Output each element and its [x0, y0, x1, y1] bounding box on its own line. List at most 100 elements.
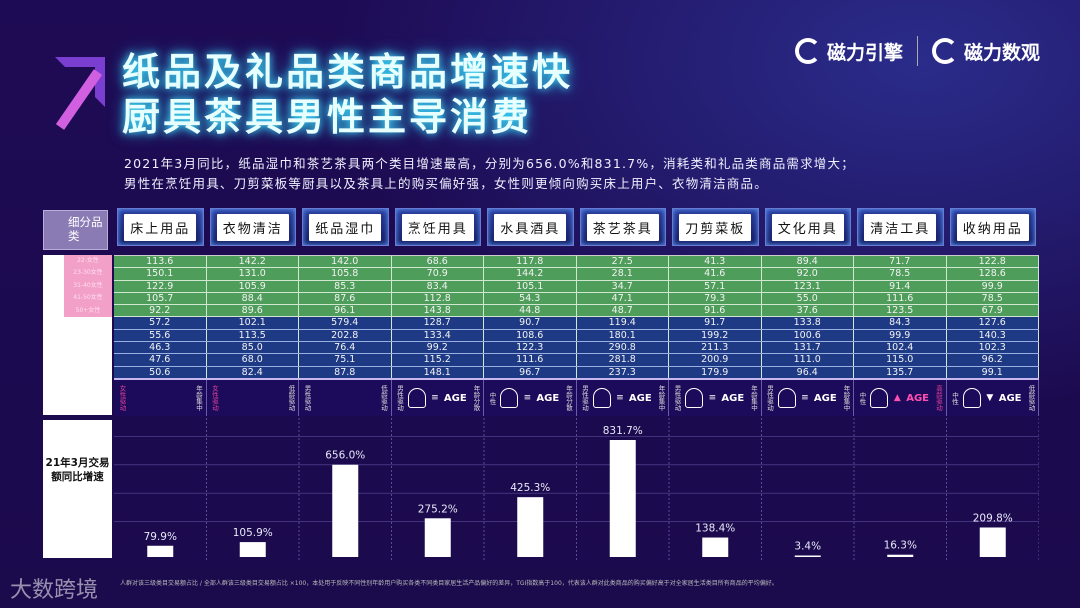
column-header-label: 茶艺茶具: [586, 213, 659, 241]
table-cell: 113.6: [114, 256, 207, 268]
table-cell: 140.3: [947, 329, 1039, 342]
table-cell: 105.1: [484, 280, 577, 292]
table-cell: 96.2: [947, 354, 1039, 366]
data-label: 16.3%: [884, 540, 917, 552]
table-cell: 70.9: [392, 268, 484, 280]
chart-row-label: 21年3月交易额同比增速: [43, 420, 112, 558]
gender-tag: 中性: [488, 391, 496, 405]
table-cell: 199.2: [669, 329, 762, 342]
table-cell: 82.4: [207, 366, 299, 378]
column-header: 床上用品: [117, 208, 204, 246]
tag-cell: 男性驱动 ≡ AGE 年龄分散: [392, 380, 484, 416]
table-cell: 133.8: [762, 317, 854, 329]
table-cell: 102.3: [947, 342, 1039, 354]
table-cell: 237.3: [577, 366, 669, 378]
column-header-label: 烹饪用具: [401, 213, 474, 241]
age-tag: 低龄驱动: [1026, 385, 1035, 411]
table-cell: 41.6: [669, 268, 762, 280]
table-cell: 143.8: [392, 305, 484, 317]
age-label: AGE: [443, 392, 467, 404]
table-cell: 131.7: [762, 342, 854, 354]
table-cell: 91.7: [669, 317, 762, 329]
table-cell: 115.0: [854, 354, 947, 366]
table-cell: 113.5: [207, 329, 299, 342]
divider: [916, 36, 918, 66]
watermark: 大数跨境: [10, 578, 99, 603]
age-tag: 年龄分散: [564, 385, 573, 411]
table-cell: 46.3: [114, 342, 207, 354]
table-cell: 127.6: [947, 317, 1039, 329]
table-cell: 48.7: [577, 305, 669, 317]
table-row: 46.3 85.0 76.4 99.2 122.3 290.8 211.3 131.7 102.…: [114, 342, 1039, 355]
table-cell: 50.6: [114, 366, 207, 378]
bar: [517, 497, 544, 557]
table-cell: 131.0: [207, 268, 299, 280]
table-cell: 92.0: [762, 268, 854, 280]
table-cell: 44.8: [484, 305, 577, 317]
table-cell: 67.9: [947, 305, 1039, 317]
data-label: 275.2%: [418, 503, 458, 515]
table-cell: 75.1: [299, 354, 392, 366]
table-cell: 54.3: [484, 292, 577, 305]
growth-bar-chart: 79.9% 105.9% 656.0% 275.2% 425.3% 831.7% 138.4…: [114, 418, 1039, 560]
table-cell: 200.9: [669, 354, 762, 366]
table-row: 47.6 68.0 75.1 115.2 111.6 281.8 200.9 111.0 115…: [114, 354, 1039, 367]
person-icon: [962, 388, 981, 408]
column-header: 清洁工具: [857, 208, 944, 246]
column-header: 茶艺茶具: [579, 208, 666, 246]
age-tag: 低龄驱动: [379, 385, 388, 411]
bar: [887, 554, 914, 557]
table-cell: 128.7: [392, 317, 484, 329]
table-cell: 84.3: [854, 317, 947, 329]
row-label: 31-40女性: [64, 279, 112, 293]
table-cell: 142.0: [299, 256, 392, 268]
column-header: 文化用具: [764, 208, 851, 246]
table-cell: 37.6: [762, 305, 854, 317]
table-cell: 281.8: [577, 354, 669, 366]
column-header-label: 纸品湿巾: [309, 213, 382, 241]
table-cell: 179.9: [669, 366, 762, 378]
table-cell: 135.7: [854, 366, 947, 378]
table-row: 57.2 102.1 579.4 128.7 90.7 119.4 91.7 133.8 84.…: [114, 317, 1039, 330]
tag-cell: 男性驱动 低龄驱动: [299, 380, 392, 416]
table-cell: 85.0: [207, 342, 299, 354]
column-header-label: 床上用品: [124, 213, 197, 241]
table-cell: 105.9: [207, 280, 299, 292]
table-cell: 96.1: [299, 305, 392, 317]
age-tag: 低龄驱动: [287, 385, 295, 411]
age-icon: ≡: [431, 393, 439, 403]
gender-tag: 男性驱动: [765, 385, 774, 411]
data-label: 209.8%: [973, 512, 1013, 524]
table-cell: 111.0: [762, 354, 854, 366]
table-cell: 78.5: [854, 268, 947, 280]
column-header: 刀剪菜板: [672, 208, 759, 246]
table-cell: 34.7: [577, 280, 669, 292]
bar: [702, 537, 729, 557]
table-cell: 144.2: [484, 268, 577, 280]
table-cell: 128.6: [947, 268, 1039, 280]
data-label: 3.4%: [794, 541, 821, 553]
table-cell: 117.8: [484, 256, 577, 268]
gender-tag: 男性驱动: [395, 385, 404, 411]
table-cell: 96.4: [762, 366, 854, 378]
table-cell: 91.6: [669, 305, 762, 317]
bar: [979, 527, 1006, 557]
tag-cell: 女性驱动 低龄驱动: [207, 380, 299, 416]
table-cell: 79.3: [669, 292, 762, 305]
table-cell: 89.4: [762, 256, 854, 268]
table-cell: 87.6: [299, 292, 392, 305]
age-label: AGE: [536, 392, 560, 404]
bar: [239, 542, 266, 557]
table-cell: 105.8: [299, 268, 392, 280]
table-cell: 108.6: [484, 329, 577, 342]
age-tag: 年龄集中: [194, 385, 203, 411]
table-cell: 579.4: [299, 317, 392, 329]
table-cell: 55.6: [114, 329, 207, 342]
age-tag: 年龄集中: [841, 385, 850, 411]
table-row: 55.6 113.5 202.8 133.4 108.6 180.1 199.2 100.6 9…: [114, 329, 1039, 343]
table-cell: 111.6: [484, 354, 577, 366]
data-label: 138.4%: [695, 523, 735, 535]
table-cell: 122.9: [114, 280, 207, 292]
tag-row: 女性驱动 年龄集中 女性驱动 低龄驱动 男性驱动 低龄驱动 男性驱动 ≡ AGE 年龄分散 中性 ≡ A…: [114, 378, 1039, 416]
person-icon: [870, 388, 889, 408]
